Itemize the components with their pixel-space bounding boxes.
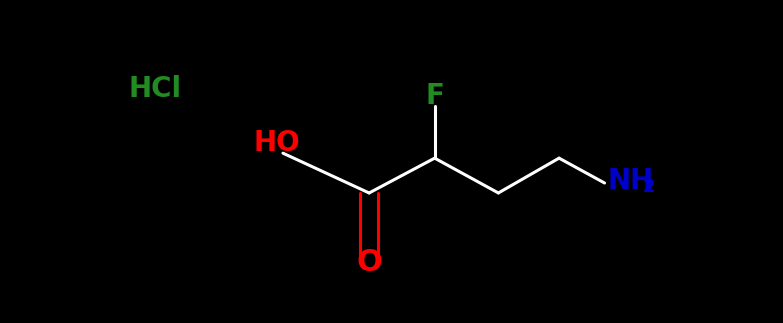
Text: O: O xyxy=(356,248,382,277)
Text: F: F xyxy=(425,82,444,110)
Text: 2: 2 xyxy=(643,178,655,196)
Text: HCl: HCl xyxy=(129,75,182,102)
Text: HO: HO xyxy=(254,129,300,157)
Text: NH: NH xyxy=(608,167,654,194)
